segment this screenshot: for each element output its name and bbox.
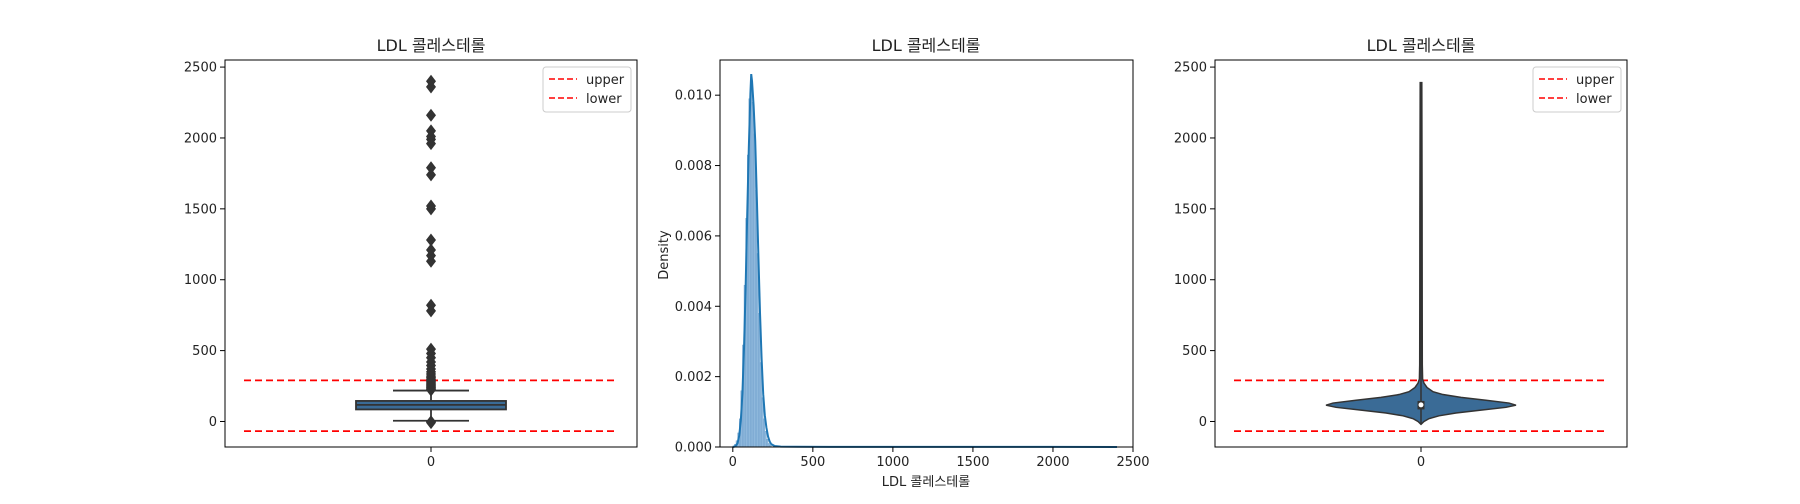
outlier-point	[425, 416, 437, 430]
y-tick-label: 500	[192, 344, 217, 359]
outlier-point	[425, 124, 437, 138]
histogram-bar	[763, 418, 766, 448]
outlier-point	[425, 243, 437, 257]
y-tick-label: 1000	[1174, 273, 1207, 288]
density-plot-data	[732, 73, 1117, 448]
outlier-point	[425, 233, 437, 247]
histogram-bar	[764, 430, 767, 448]
y-tick-label: 0	[209, 415, 217, 430]
density-plot-x-ticks: 0 500 1000 1500 2000 2500	[729, 447, 1150, 470]
violin-plot-y-ticks: 0 500 1000 1500 2000 2500	[1174, 61, 1215, 430]
y-tick-label: 0.002	[675, 370, 712, 385]
density-plot-y-ticks: 0.000 0.002 0.004 0.006 0.008 0.010	[675, 89, 720, 456]
legend-lower-label: lower	[1576, 92, 1612, 107]
box-plot-legend: upper lower	[542, 66, 632, 113]
density-plot-title: LDL 콜레스테롤	[872, 36, 981, 55]
density-plot: LDL 콜레스테롤 0.000 0.002 0.004 0.006 0.008 0.010…	[657, 36, 1150, 490]
histogram-bar	[750, 87, 753, 448]
violin-plot: LDL 콜레스테롤 0 500 1000 1500 2000 2500 0 upper l…	[1174, 36, 1628, 470]
y-tick-label: 0	[1199, 415, 1207, 430]
y-tick-label: 2000	[1174, 131, 1207, 146]
kde-line	[732, 73, 1117, 448]
y-tick-label: 1500	[1174, 202, 1207, 217]
violin-plot-frame	[1214, 59, 1628, 448]
histogram-bar	[755, 189, 758, 448]
outlier-point	[425, 298, 437, 312]
y-tick-label: 0.004	[675, 300, 712, 315]
box-plot-title: LDL 콜레스테롤	[377, 36, 486, 55]
density-plot-y-label: Density	[657, 230, 672, 280]
histogram-bar	[753, 133, 756, 448]
violin-plot-data	[1234, 81, 1608, 433]
box-plot-x-ticks: 0	[427, 447, 435, 470]
violin-plot-title: LDL 콜레스테롤	[1367, 36, 1476, 55]
x-tick-label: 2000	[1036, 455, 1069, 470]
histogram-bar	[766, 439, 769, 448]
outlier-point	[425, 74, 437, 88]
y-tick-label: 0.010	[675, 89, 712, 104]
y-tick-label: 0.000	[675, 441, 712, 456]
outlier-point	[425, 108, 437, 122]
box-plot-y-ticks: 0 500 1000 1500 2000 2500	[184, 61, 225, 430]
violin-median	[1418, 402, 1424, 408]
x-tick-label: 0	[427, 455, 435, 470]
outlier-point	[425, 199, 437, 213]
x-tick-label: 500	[800, 455, 825, 470]
outlier-point	[425, 161, 437, 175]
y-tick-label: 1000	[184, 273, 217, 288]
box-plot-data	[244, 74, 618, 433]
violin-plot-x-ticks: 0	[1417, 447, 1425, 470]
y-tick-label: 0.008	[675, 159, 712, 174]
y-tick-label: 2500	[1174, 61, 1207, 76]
x-tick-label: 2500	[1116, 455, 1149, 470]
outlier-point	[425, 342, 437, 356]
histogram-bar	[751, 102, 754, 448]
x-tick-label: 1500	[956, 455, 989, 470]
legend-box	[1532, 66, 1622, 113]
y-tick-label: 1500	[184, 202, 217, 217]
histogram-bar	[761, 397, 764, 448]
density-plot-x-label: LDL 콜레스테롤	[882, 475, 970, 490]
density-plot-frame	[719, 59, 1134, 448]
legend-box	[542, 66, 632, 113]
y-tick-label: 2000	[184, 131, 217, 146]
y-tick-label: 0.006	[675, 229, 712, 244]
box-plot-frame	[224, 59, 638, 448]
histogram-bar	[767, 443, 770, 448]
x-tick-label: 0	[1417, 455, 1425, 470]
legend-lower-label: lower	[586, 92, 622, 107]
outlier-point	[425, 168, 437, 182]
x-tick-label: 0	[729, 455, 737, 470]
y-tick-label: 500	[1182, 344, 1207, 359]
box-plot: LDL 콜레스테롤 0 500 1000 1500 2000 2500 0 upper l…	[184, 36, 638, 470]
legend-upper-label: upper	[1576, 73, 1615, 88]
legend-upper-label: upper	[586, 73, 625, 88]
x-tick-label: 1000	[876, 455, 909, 470]
violin-plot-legend: upper lower	[1532, 66, 1622, 113]
y-tick-label: 2500	[184, 61, 217, 76]
